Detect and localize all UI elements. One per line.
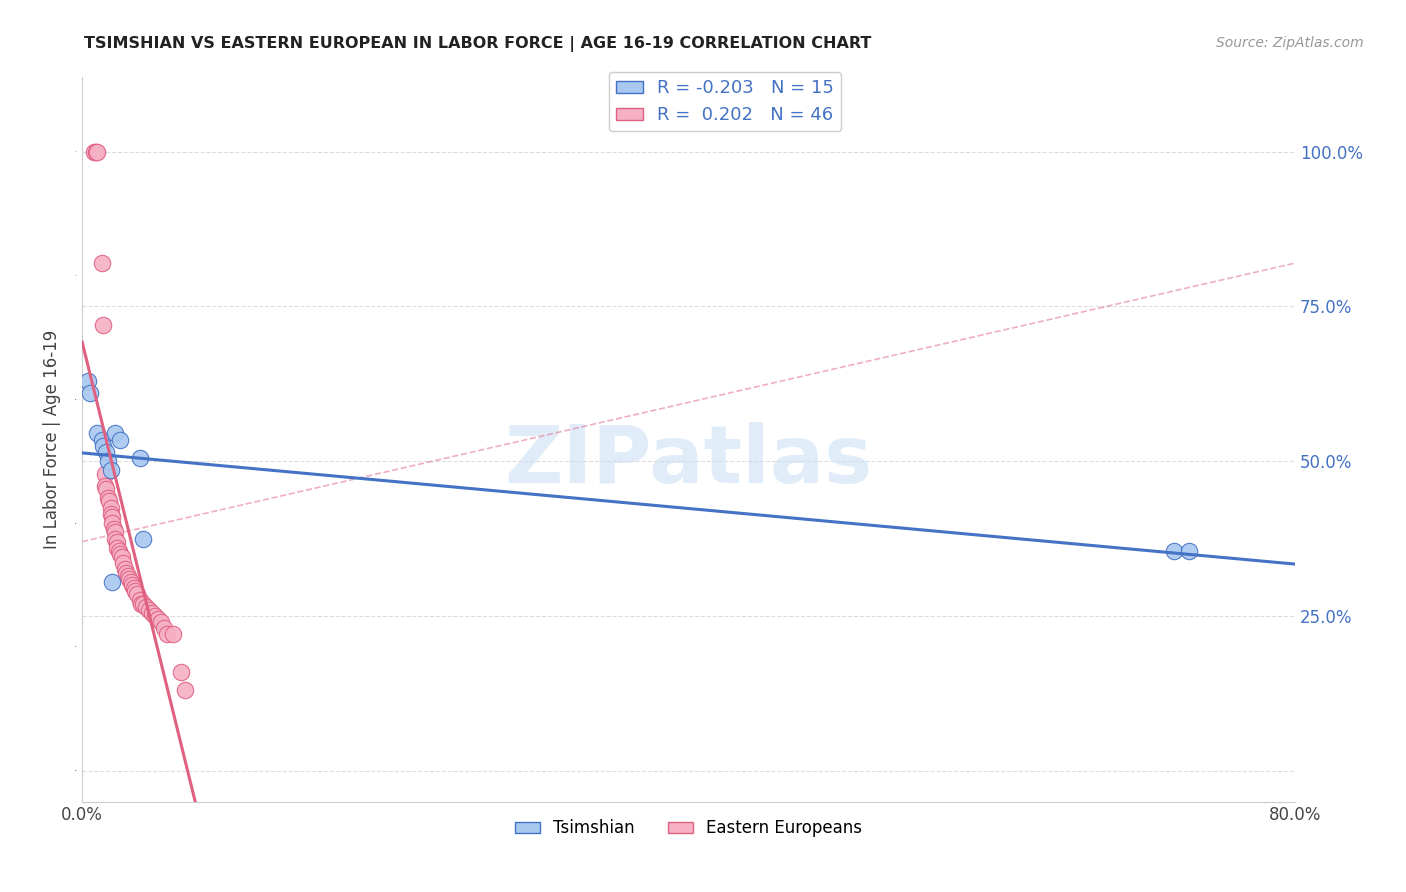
Text: Source: ZipAtlas.com: Source: ZipAtlas.com — [1216, 36, 1364, 50]
Point — [84, 145, 107, 159]
Point — [100, 507, 122, 521]
Point — [146, 612, 169, 626]
Text: ZIPatlas: ZIPatlas — [505, 422, 873, 500]
Point — [125, 587, 148, 601]
Point — [129, 597, 152, 611]
Point — [156, 627, 179, 641]
Point — [107, 544, 129, 558]
Point — [90, 256, 112, 270]
Point — [135, 599, 157, 614]
Point — [90, 433, 112, 447]
Point — [97, 491, 120, 506]
Point — [100, 463, 122, 477]
Point — [86, 145, 108, 159]
Text: TSIMSHIAN VS EASTERN EUROPEAN IN LABOR FORCE | AGE 16-19 CORRELATION CHART: TSIMSHIAN VS EASTERN EUROPEAN IN LABOR F… — [84, 36, 872, 52]
Point — [93, 318, 115, 332]
Point — [96, 445, 118, 459]
Point — [104, 426, 127, 441]
Point — [115, 566, 138, 580]
Point — [122, 581, 145, 595]
Point — [141, 606, 163, 620]
Point — [169, 665, 191, 679]
Point — [93, 439, 115, 453]
Point — [79, 386, 101, 401]
Point — [120, 574, 142, 589]
Point — [138, 603, 160, 617]
Point — [128, 593, 150, 607]
Point — [104, 532, 127, 546]
Point — [105, 541, 128, 555]
Point — [100, 500, 122, 515]
Y-axis label: In Labor Force | Age 16-19: In Labor Force | Age 16-19 — [44, 330, 60, 549]
Point — [153, 621, 176, 635]
Point — [103, 522, 125, 536]
Point — [174, 683, 197, 698]
Point — [121, 578, 143, 592]
Point — [104, 525, 127, 540]
Point — [101, 574, 124, 589]
Point — [108, 547, 131, 561]
Point — [110, 550, 132, 565]
Point — [149, 615, 172, 629]
Point — [124, 584, 146, 599]
Point — [94, 479, 117, 493]
Point — [77, 374, 100, 388]
Point — [128, 451, 150, 466]
Point — [105, 534, 128, 549]
Point — [1163, 544, 1185, 558]
Point — [112, 556, 135, 570]
Point — [162, 627, 184, 641]
Point — [143, 608, 166, 623]
Point — [1178, 544, 1201, 558]
Point — [132, 532, 155, 546]
Point — [114, 562, 136, 576]
Point — [83, 145, 105, 159]
Point — [101, 516, 124, 530]
Point — [108, 433, 131, 447]
Point — [86, 426, 108, 441]
Point — [132, 597, 155, 611]
Legend: Tsimshian, Eastern Europeans: Tsimshian, Eastern Europeans — [508, 813, 869, 844]
Point — [101, 509, 124, 524]
Point — [98, 494, 121, 508]
Point — [96, 482, 118, 496]
Point — [94, 467, 117, 481]
Point — [117, 568, 139, 582]
Point — [97, 454, 120, 468]
Point — [118, 572, 141, 586]
